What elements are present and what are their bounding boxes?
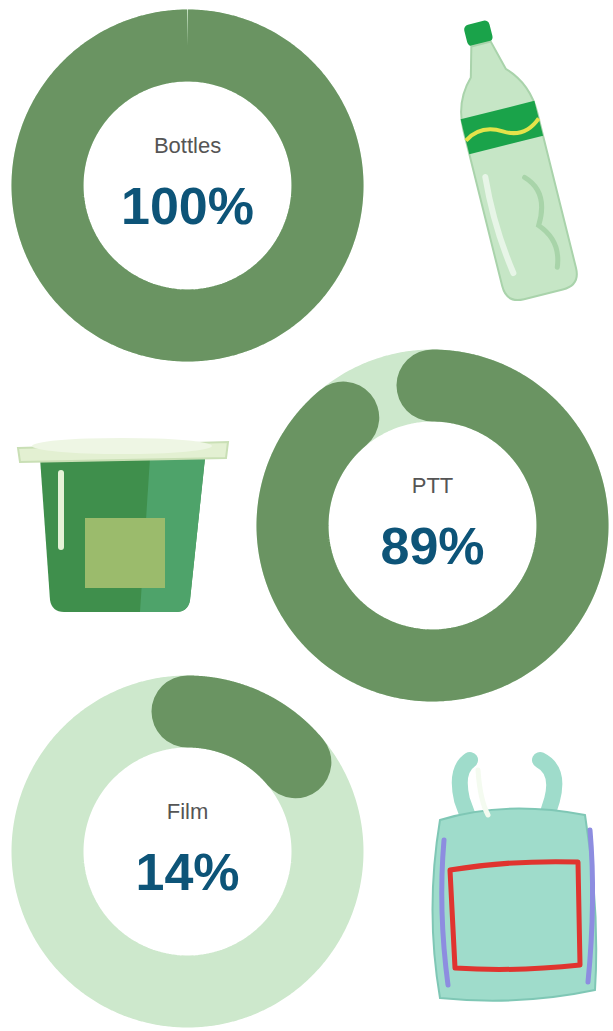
svg-text:PTT: PTT [412, 473, 454, 498]
svg-text:Film: Film [167, 799, 209, 824]
svg-text:14%: 14% [135, 843, 239, 901]
svg-text:100%: 100% [121, 177, 254, 235]
svg-text:89%: 89% [380, 517, 484, 575]
svg-text:Bottles: Bottles [154, 133, 221, 158]
